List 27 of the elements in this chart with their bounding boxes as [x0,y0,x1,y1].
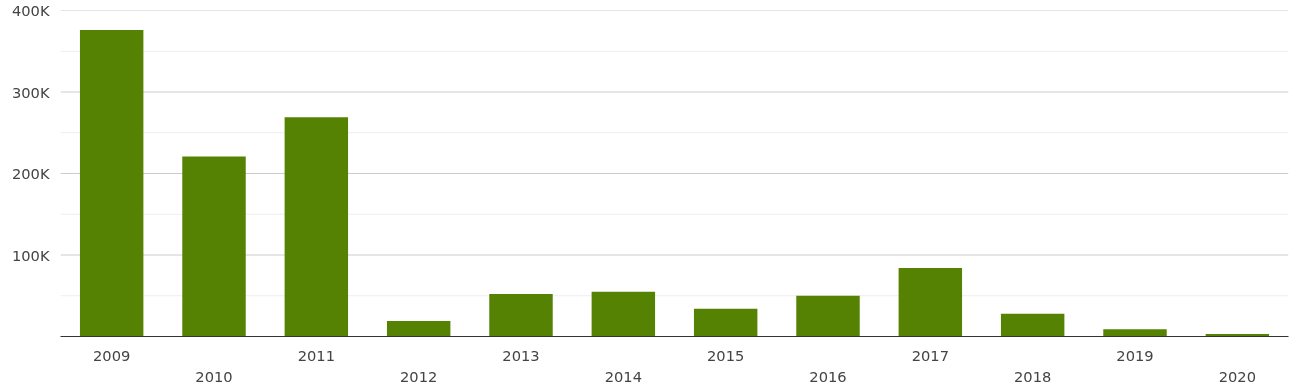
x-tick-label: 2015 [707,346,745,364]
x-tick-label: 2013 [502,346,540,364]
bar [1000,313,1065,337]
bar [284,117,349,337]
bar [898,268,963,337]
x-tick-label: 2012 [400,367,438,384]
bar [79,30,144,337]
bar [591,291,656,337]
x-tick-label: 2010 [195,367,233,384]
bar [489,294,553,337]
bar [693,308,758,337]
y-tick-label: 300K [11,83,50,101]
x-tick-label: 2020 [1218,367,1256,384]
y-tick-label: 100K [11,246,50,264]
x-tick-label: 2018 [1014,367,1052,384]
bar [796,295,860,337]
x-tick-label: 2011 [297,346,335,364]
bar [1103,329,1167,337]
x-tick-label: 2014 [604,367,642,384]
y-tick-label: 200K [11,165,50,182]
x-tick-label: 2019 [1116,346,1154,364]
x-tick-label: 2016 [809,367,847,384]
bar [386,321,451,337]
x-tick-label: 2017 [911,346,949,364]
y-tick-label: 400K [11,2,50,19]
bar [182,156,246,337]
x-tick-label: 2009 [93,346,131,364]
